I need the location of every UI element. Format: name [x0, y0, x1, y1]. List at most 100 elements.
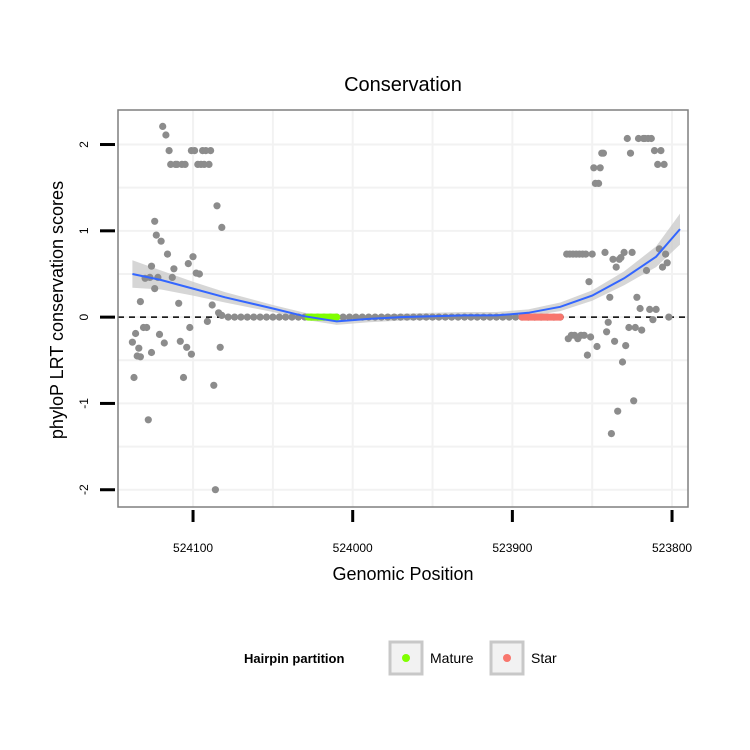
data-point-26	[168, 273, 176, 281]
data-point-57	[216, 343, 224, 351]
grid-lines	[118, 110, 688, 507]
data-point-159	[636, 304, 644, 313]
x-tick-label-3: 523800	[652, 541, 692, 555]
data-point-31	[176, 337, 184, 345]
legend-label-mature: Mature	[430, 650, 474, 666]
data-point-66	[262, 313, 271, 321]
plot-panel-border	[117, 109, 689, 508]
data-point-128	[587, 333, 595, 341]
data-point-138	[603, 328, 611, 336]
legend-dot-mature	[402, 654, 410, 662]
data-point-62	[237, 313, 245, 321]
legend-item-star: Star	[489, 640, 557, 676]
data-point-127	[585, 278, 593, 286]
data-point-50	[205, 160, 213, 168]
legend-title: Hairpin partition	[244, 651, 344, 666]
data-point-55	[213, 202, 221, 210]
data-point-129	[588, 250, 596, 258]
legend-key-mature	[388, 640, 424, 676]
data-point-132	[593, 342, 601, 351]
data-point-140	[606, 293, 614, 301]
data-point-22	[162, 131, 170, 139]
data-point-63	[243, 313, 251, 321]
data-point-51	[207, 147, 215, 155]
data-point-142	[609, 255, 617, 263]
data-point-154	[628, 248, 636, 256]
data-point-150	[622, 342, 630, 350]
data-point-177	[665, 313, 673, 321]
data-point-49	[203, 317, 211, 325]
data-point-130	[590, 164, 598, 172]
legend-dot-star	[503, 654, 511, 662]
data-point-34	[181, 160, 189, 168]
data-point-149	[620, 248, 628, 256]
data-point-143	[611, 337, 619, 345]
data-point-126	[583, 351, 592, 359]
x-tick-label-2: 523900	[492, 541, 532, 555]
data-point-54	[211, 486, 219, 494]
data-point-137	[601, 248, 609, 256]
x-tick-label-0: 524100	[173, 541, 213, 555]
data-point-167	[649, 316, 657, 324]
data-point-144	[612, 263, 620, 271]
data-point-145	[614, 407, 622, 415]
data-point-41	[191, 147, 199, 155]
y-tick-label-4: -2	[77, 484, 91, 495]
data-point-1	[130, 373, 138, 382]
data-point-134	[596, 164, 604, 172]
data-point-163	[642, 266, 651, 275]
data-point-5	[136, 298, 144, 306]
x-tick-label-1: 524000	[333, 541, 373, 555]
data-point-95	[448, 313, 456, 321]
data-point-125	[582, 250, 590, 258]
data-point-67	[269, 313, 277, 321]
data-point-14	[151, 217, 159, 225]
data-point-20	[159, 122, 167, 130]
data-point-2	[132, 329, 140, 338]
chart-title: Conservation	[344, 74, 462, 96]
data-point-105	[511, 313, 520, 321]
scatter-points	[128, 122, 673, 494]
data-point-166	[647, 134, 655, 143]
data-point-141	[607, 430, 616, 438]
data-point-147	[617, 254, 625, 262]
y-tick-label-1: 1	[77, 227, 91, 234]
data-point-173	[658, 263, 667, 271]
data-point-70	[288, 313, 296, 321]
data-point-0	[128, 338, 136, 346]
y-tick-label-2: 0	[77, 313, 91, 320]
data-point-33	[179, 373, 188, 382]
legend: Hairpin partition Mature Star	[244, 640, 557, 676]
data-point-24	[165, 147, 173, 155]
data-point-21	[160, 339, 168, 347]
data-point-78	[339, 313, 347, 321]
data-point-27	[170, 265, 178, 273]
data-point-30	[175, 299, 183, 307]
data-point-36	[184, 260, 192, 268]
data-point-172	[657, 147, 665, 155]
data-point-152	[625, 323, 633, 332]
y-axis-label: phyloP LRT conservation scores	[47, 181, 67, 439]
legend-label-star: Star	[531, 650, 557, 666]
data-point-64	[250, 313, 258, 321]
y-axis: 2 1 0 -1 -2	[77, 141, 115, 495]
data-point-44	[195, 270, 203, 278]
data-point-4	[135, 344, 143, 352]
data-point-68	[275, 313, 283, 321]
data-point-155	[630, 397, 638, 405]
data-point-65	[256, 313, 264, 321]
data-point-61	[231, 313, 239, 321]
data-point-53	[210, 381, 218, 389]
data-point-12	[147, 262, 156, 270]
legend-item-mature: Mature	[388, 640, 474, 676]
data-point-133	[595, 179, 603, 187]
data-point-151	[623, 134, 631, 143]
data-point-174	[660, 160, 668, 168]
data-point-153	[626, 149, 635, 157]
data-point-60	[224, 313, 232, 321]
data-point-157	[633, 293, 641, 301]
data-point-94	[441, 313, 449, 321]
smooth-line-group	[132, 228, 681, 323]
data-point-15	[151, 285, 159, 293]
